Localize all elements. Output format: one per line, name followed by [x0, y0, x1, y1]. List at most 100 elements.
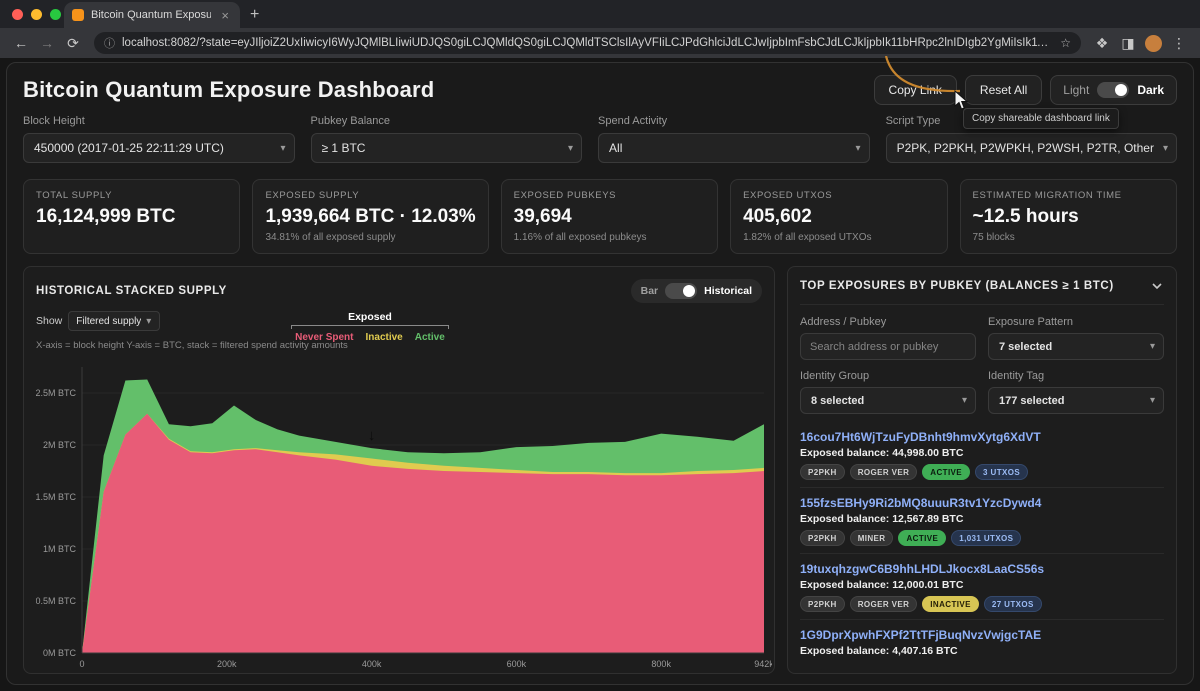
identity-group-select[interactable]: 8 selected ▾	[800, 387, 976, 414]
svg-text:0.5M BTC: 0.5M BTC	[36, 596, 76, 606]
legend-group-label: Exposed	[348, 311, 392, 323]
status-badge: INACTIVE	[922, 596, 979, 612]
forward-icon[interactable]: →	[40, 35, 54, 51]
search-input[interactable]	[800, 333, 976, 360]
browser-menu-icon[interactable]: ⋮	[1172, 34, 1186, 51]
bookmark-star-icon[interactable]: ☆	[1060, 36, 1071, 50]
chevron-down-icon: ▾	[1149, 341, 1155, 352]
reset-all-button[interactable]: Reset All	[964, 75, 1043, 105]
axis-note: X-axis = block height Y-axis = BTC, stac…	[36, 340, 348, 351]
utxo-count-badge: 1,031 UTXOS	[951, 530, 1022, 546]
historical-mode-label: Historical	[704, 285, 752, 297]
identity-group-field: Identity Group 8 selected ▾	[800, 370, 976, 414]
theme-toggle[interactable]: Light Dark	[1050, 75, 1177, 105]
exposure-list-item[interactable]: 1G9DprXpwhFXPf2TtTFjBuqNvzVwjgcTAE Expos…	[800, 619, 1164, 661]
exposed-balance: Exposed balance: 12,000.01 BTC	[800, 579, 964, 591]
chart-panel-title: HISTORICAL STACKED SUPPLY	[36, 285, 227, 297]
browser-toolbar: ← → ⟳ ⓘ localhost:8082/?state=eyJIljoiZ2…	[0, 28, 1200, 58]
stat-card-exposed-utxos: EXPOSED UTXOS 405,602 1.82% of all expos…	[730, 179, 948, 254]
svg-text:200k: 200k	[217, 659, 237, 669]
maximize-window-button[interactable]	[50, 9, 61, 20]
exposed-balance: Exposed balance: 4,407.16 BTC	[800, 645, 958, 657]
filter-label: Pubkey Balance	[310, 115, 391, 127]
address-bar[interactable]: ⓘ localhost:8082/?state=eyJIljoiZ2UxIiwi…	[94, 32, 1081, 54]
spend-activity-select[interactable]: All ▾	[598, 133, 870, 163]
filter-label: Spend Activity	[598, 115, 668, 127]
exposure-pattern-select[interactable]: 7 selected ▾	[988, 333, 1164, 360]
script-type-select[interactable]: P2PK, P2PKH, P2WPKH, P2WSH, P2TR, Other …	[885, 133, 1177, 163]
exposed-balance: Exposed balance: 44,998.00 BTC	[800, 447, 964, 459]
chevron-down-icon: ▾	[568, 142, 574, 154]
identity-tag-select[interactable]: 177 selected ▾	[988, 387, 1164, 414]
extensions-icon[interactable]: ❖	[1095, 34, 1109, 51]
address-link[interactable]: 19tuxqhzgwC6B9hhLHDLJkocx8LaaCS56s	[800, 562, 1045, 576]
minimize-window-button[interactable]	[31, 9, 42, 20]
legend-item: Active	[414, 332, 445, 343]
chevron-down-icon: ▾	[280, 142, 286, 154]
site-info-icon[interactable]: ⓘ	[104, 38, 115, 50]
chart-mode-toggle[interactable]: Bar Historical	[630, 279, 762, 303]
exposures-panel-title: TOP EXPOSURES BY PUBKEY (BALANCES ≥ 1 BT…	[800, 280, 1114, 292]
profile-avatar[interactable]	[1145, 34, 1162, 52]
stacked-area-chart[interactable]: 0M BTC 0.5M BTC 1M BTC 1.5M BTC 2M BTC 2.5M B…	[35, 357, 774, 674]
theme-dark-label: Dark	[1137, 83, 1164, 97]
stat-card-migration-time: ESTIMATED MIGRATION TIME ~12.5 hours 75 …	[959, 179, 1177, 254]
show-select[interactable]: Filtered supply ▾	[68, 311, 161, 331]
top-exposures-panel: TOP EXPOSURES BY PUBKEY (BALANCES ≥ 1 BT…	[787, 266, 1177, 674]
address-link[interactable]: 1G9DprXpwhFXPf2TtTFjBuqNvzVwjgcTAE	[800, 628, 1042, 642]
filter-block-height: Block Height 450000 (2017-01-25 22:11:29…	[23, 115, 295, 163]
exposed-balance: Exposed balance: 12,567.89 BTC	[800, 513, 964, 525]
svg-text:800k: 800k	[651, 659, 671, 669]
tab-strip: Bitcoin Quantum Exposure Da × +	[0, 0, 1200, 28]
exposure-list-item[interactable]: 16cou7Ht6WjTzuFyDBnht9hmvXytg6XdVT Expos…	[800, 422, 1164, 487]
exposure-list-item[interactable]: 155fzsEBHy9Ri2bMQ8uuuR3tv1YzcDywd4 Expos…	[800, 487, 1164, 553]
identity-badge: ROGER VER	[849, 596, 918, 612]
filter-spend-activity: Spend Activity All ▾	[598, 115, 870, 163]
filter-pubkey-balance: Pubkey Balance ≥ 1 BTC ▾	[310, 115, 583, 163]
identity-badge: ROGER VER	[849, 464, 918, 480]
browser-tab[interactable]: Bitcoin Quantum Exposure Da ×	[64, 2, 240, 28]
collapse-chevron-icon[interactable]	[1150, 279, 1164, 293]
script-type-badge: P2PKH	[800, 596, 845, 612]
theme-switch[interactable]	[1097, 82, 1130, 98]
url-text: localhost:8082/?state=eyJIljoiZ2UxIiwicy…	[122, 37, 1053, 49]
status-badge: ACTIVE	[898, 530, 947, 546]
close-window-button[interactable]	[12, 9, 23, 20]
svg-text:0M BTC: 0M BTC	[43, 648, 77, 658]
svg-text:942k: 942k	[754, 659, 772, 669]
page-title: Bitcoin Quantum Exposure Dashboard	[23, 77, 435, 102]
reload-icon[interactable]: ⟳	[67, 34, 79, 51]
back-icon[interactable]: ←	[14, 35, 28, 51]
exposure-pattern-field: Exposure Pattern 7 selected ▾	[988, 316, 1164, 360]
svg-text:0: 0	[79, 659, 84, 669]
svg-text:600k: 600k	[507, 659, 527, 669]
exposure-list: 16cou7Ht6WjTzuFyDBnht9hmvXytg6XdVT Expos…	[800, 422, 1164, 661]
exposure-list-item[interactable]: 19tuxqhzgwC6B9hhLHDLJkocx8LaaCS56s Expos…	[800, 553, 1164, 619]
chevron-down-icon: ▾	[146, 315, 152, 327]
close-tab-icon[interactable]: ×	[221, 7, 229, 23]
stat-card-total-supply: TOTAL SUPPLY 16,124,999 BTC	[23, 179, 241, 254]
chevron-down-icon: ▾	[1149, 395, 1155, 406]
identity-tag-field: Identity Tag 177 selected ▾	[988, 370, 1164, 414]
status-badge: ACTIVE	[922, 464, 971, 480]
script-type-badge: P2PKH	[800, 530, 845, 546]
svg-text:2M BTC: 2M BTC	[43, 440, 77, 450]
new-tab-button[interactable]: +	[250, 6, 260, 23]
chart-area[interactable]: 0M BTC 0.5M BTC 1M BTC 1.5M BTC 2M BTC 2.5M B…	[35, 357, 774, 669]
legend-item: Never Spent	[295, 332, 354, 343]
block-height-select[interactable]: 450000 (2017-01-25 22:11:29 UTC) ▾	[23, 133, 295, 163]
copy-link-button[interactable]: Copy Link	[873, 75, 957, 105]
favicon	[72, 9, 84, 21]
legend-bracket	[290, 325, 449, 329]
filter-script-type: Script Type P2PK, P2PKH, P2WPKH, P2WSH, …	[885, 115, 1177, 163]
filter-label: Block Height	[23, 115, 85, 127]
chevron-down-icon: ▾	[1162, 142, 1168, 154]
svg-text:1.5M BTC: 1.5M BTC	[36, 492, 76, 502]
pubkey-balance-select[interactable]: ≥ 1 BTC ▾	[310, 133, 583, 163]
address-link[interactable]: 155fzsEBHy9Ri2bMQ8uuuR3tv1YzcDywd4	[800, 496, 1042, 510]
side-panel-icon[interactable]: ◨	[1121, 34, 1135, 51]
show-label: Show	[36, 315, 63, 327]
address-link[interactable]: 16cou7Ht6WjTzuFyDBnht9hmvXytg6XdVT	[800, 430, 1041, 444]
utxo-count-badge: 27 UTXOS	[983, 596, 1042, 612]
chart-mode-switch[interactable]	[665, 283, 698, 299]
